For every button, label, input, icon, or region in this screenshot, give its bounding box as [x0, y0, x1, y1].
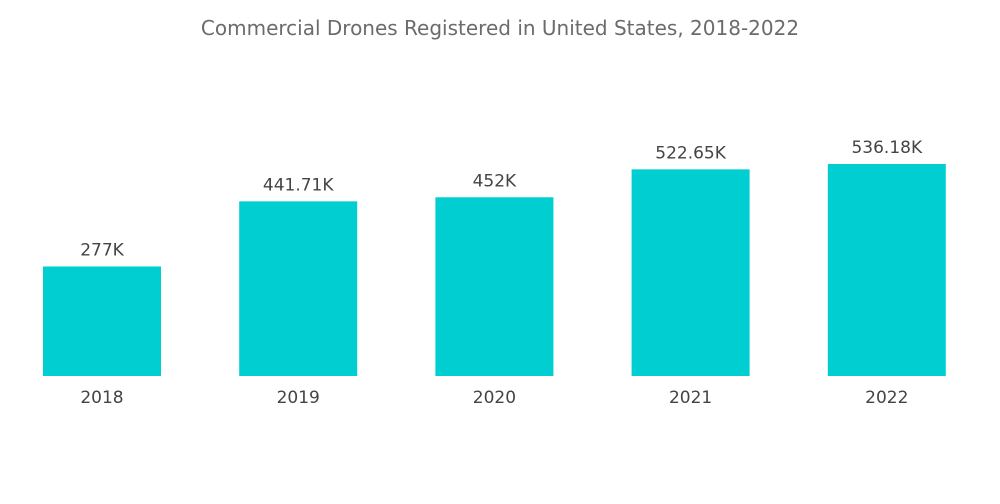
data-label-2019: 441.71K — [263, 175, 334, 195]
data-label-2022: 536.18K — [851, 138, 922, 158]
chart-title: Commercial Drones Registered in United S… — [200, 16, 800, 40]
bar-2018 — [43, 266, 161, 376]
data-label-2018: 277K — [80, 240, 124, 260]
x-tick-label-2018: 2018 — [80, 388, 123, 408]
data-label-2021: 522.65K — [655, 143, 726, 163]
bar-2020 — [435, 197, 554, 376]
x-tick-label-2021: 2021 — [669, 388, 712, 408]
data-label-2020: 452K — [473, 171, 517, 191]
bar-2019 — [239, 201, 358, 376]
x-tick-label-2019: 2019 — [277, 388, 320, 408]
x-tick-label-2022: 2022 — [865, 388, 908, 408]
x-tick-label-2020: 2020 — [473, 388, 516, 408]
bar-2021 — [631, 169, 750, 376]
bar-2022 — [827, 164, 946, 376]
